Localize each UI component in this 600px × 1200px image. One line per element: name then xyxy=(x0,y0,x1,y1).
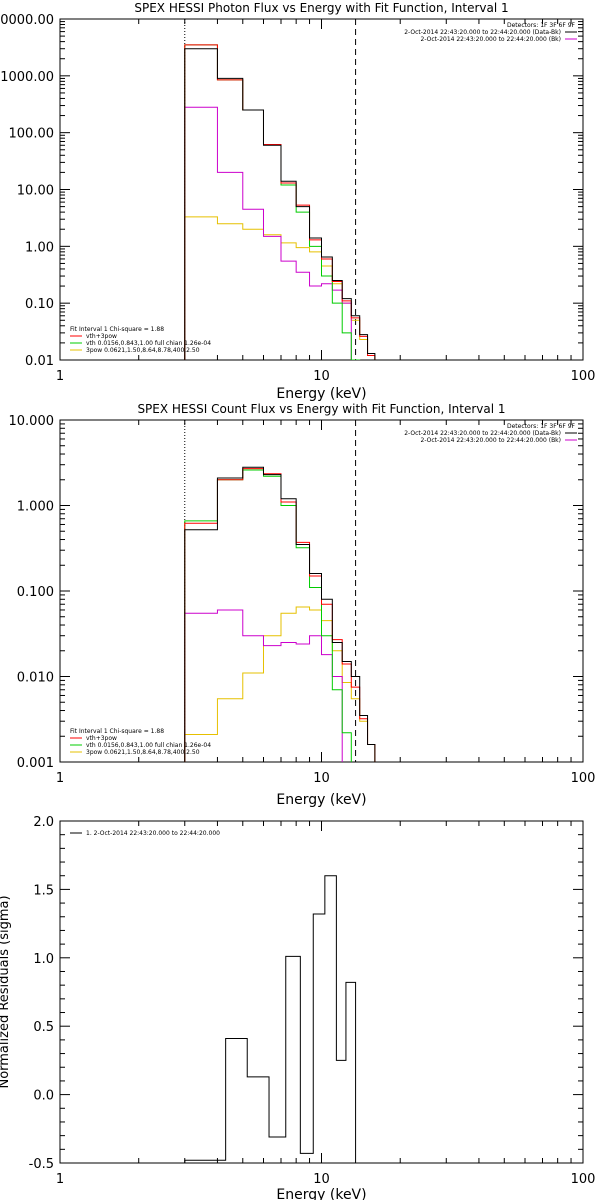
legend-entry: 2-Oct-2014 22:43:20.000 to 22:44:20.000 … xyxy=(421,36,562,43)
y-tick-label: 1000.00 xyxy=(0,70,54,85)
y-tick-label: 1.0 xyxy=(33,952,54,967)
series-group xyxy=(184,875,357,1163)
fit-legend-entry: vth 0.0156,0.843,1.00 full chian 1.26e-0… xyxy=(86,340,211,347)
fit-legend-entry: 3pow 0.0621,1.50,8.64,8.78,400,2.50 xyxy=(86,347,200,354)
x-axis-label: Energy (keV) xyxy=(276,1187,366,1200)
chart-title: SPEX HESSI Count Flux vs Energy with Fit… xyxy=(137,402,505,416)
x-tick-label: 100 xyxy=(571,771,596,786)
fit-legend-entry: Fit Interval 1 Chi-square = 1.88 xyxy=(70,326,164,333)
y-tick-label: 1.00 xyxy=(25,240,54,255)
y-tick-label: 0.010 xyxy=(17,671,54,686)
x-axis-label: Energy (keV) xyxy=(276,386,366,402)
legend-entry: 1. 2-Oct-2014 22:43:20.000 to 22:44:20.0… xyxy=(86,830,220,837)
series-3pow xyxy=(184,606,376,762)
series-bk xyxy=(184,609,343,762)
y-tick-label: 0.001 xyxy=(17,756,54,771)
plot-frame xyxy=(59,820,584,1164)
y-tick-label: 10.000 xyxy=(9,414,55,429)
x-tick-label: 10 xyxy=(313,771,330,786)
y-tick-label: 1.5 xyxy=(33,883,54,898)
series-3pow xyxy=(184,216,376,360)
y-tick-label: -0.5 xyxy=(29,1157,54,1172)
x-axis-label: Energy (keV) xyxy=(276,792,366,808)
y-tick-label: 10.00 xyxy=(17,184,54,199)
fit-legend-entry: 3pow 0.0621,1.50,8.64,8.78,400,2.50 xyxy=(86,749,200,756)
series-vth xyxy=(184,44,361,360)
x-tick-label: 1 xyxy=(56,771,64,786)
fit-legend-entry: vth+3pow xyxy=(86,735,117,742)
series-group xyxy=(184,44,376,360)
y-tick-label: 0.01 xyxy=(25,354,54,369)
series-data-bk xyxy=(184,466,376,762)
plot-frame xyxy=(59,18,584,361)
legend-header: Detectors: 1F 3F 6F 9F xyxy=(507,22,576,29)
legend-entry: 2-Oct-2014 22:43:20.000 to 22:44:20.000 … xyxy=(404,430,561,437)
x-tick-label: 1 xyxy=(56,1172,64,1187)
series-vth-3pow xyxy=(184,468,376,762)
x-tick-label: 100 xyxy=(571,1172,596,1187)
chart-1: SPEX HESSI Photon Flux vs Energy with Fi… xyxy=(0,1,595,402)
y-tick-label: 10000.00 xyxy=(0,13,54,28)
series-group xyxy=(184,466,376,762)
x-tick-label: 100 xyxy=(571,369,596,384)
series-data-bk xyxy=(184,48,376,360)
y-tick-label: 0.0 xyxy=(33,1089,54,1104)
y-axis-label: Normalized Residuals (sigma) xyxy=(0,895,12,1088)
fit-legend-entry: vth 0.0156,0.843,1.00 full chian 1.26e-0… xyxy=(86,742,211,749)
y-tick-label: 100.00 xyxy=(9,127,55,142)
legend-entry: 2-Oct-2014 22:43:20.000 to 22:44:20.000 … xyxy=(404,29,561,36)
y-tick-label: 0.5 xyxy=(33,1020,54,1035)
legend-entry: 2-Oct-2014 22:43:20.000 to 22:44:20.000 … xyxy=(421,437,562,444)
series-residuals xyxy=(184,875,357,1163)
y-tick-label: 0.10 xyxy=(25,297,54,312)
y-tick-label: 1.000 xyxy=(17,500,54,515)
chart-3: 1 10 100 Energy (keV) -0.5 0.0 0.5 1.0 1.5 2.0 Nor… xyxy=(0,815,595,1200)
chart-2: SPEX HESSI Count Flux vs Energy with Fit… xyxy=(9,402,596,808)
series-vth xyxy=(184,469,352,762)
y-tick-label: 0.100 xyxy=(17,585,54,600)
y-tick-label: 2.0 xyxy=(33,815,54,830)
legend-header: Detectors: 1F 3F 6F 9F xyxy=(507,423,576,430)
x-tick-label: 10 xyxy=(313,369,330,384)
x-tick-label: 1 xyxy=(56,369,64,384)
series-vth-3pow xyxy=(184,44,376,360)
x-tick-label: 10 xyxy=(313,1172,330,1187)
fit-legend-entry: Fit Interval 1 Chi-square = 1.88 xyxy=(70,728,164,735)
chart-title: SPEX HESSI Photon Flux vs Energy with Fi… xyxy=(134,1,508,15)
series-bk xyxy=(184,106,352,360)
fit-legend-entry: vth+3pow xyxy=(86,333,117,340)
